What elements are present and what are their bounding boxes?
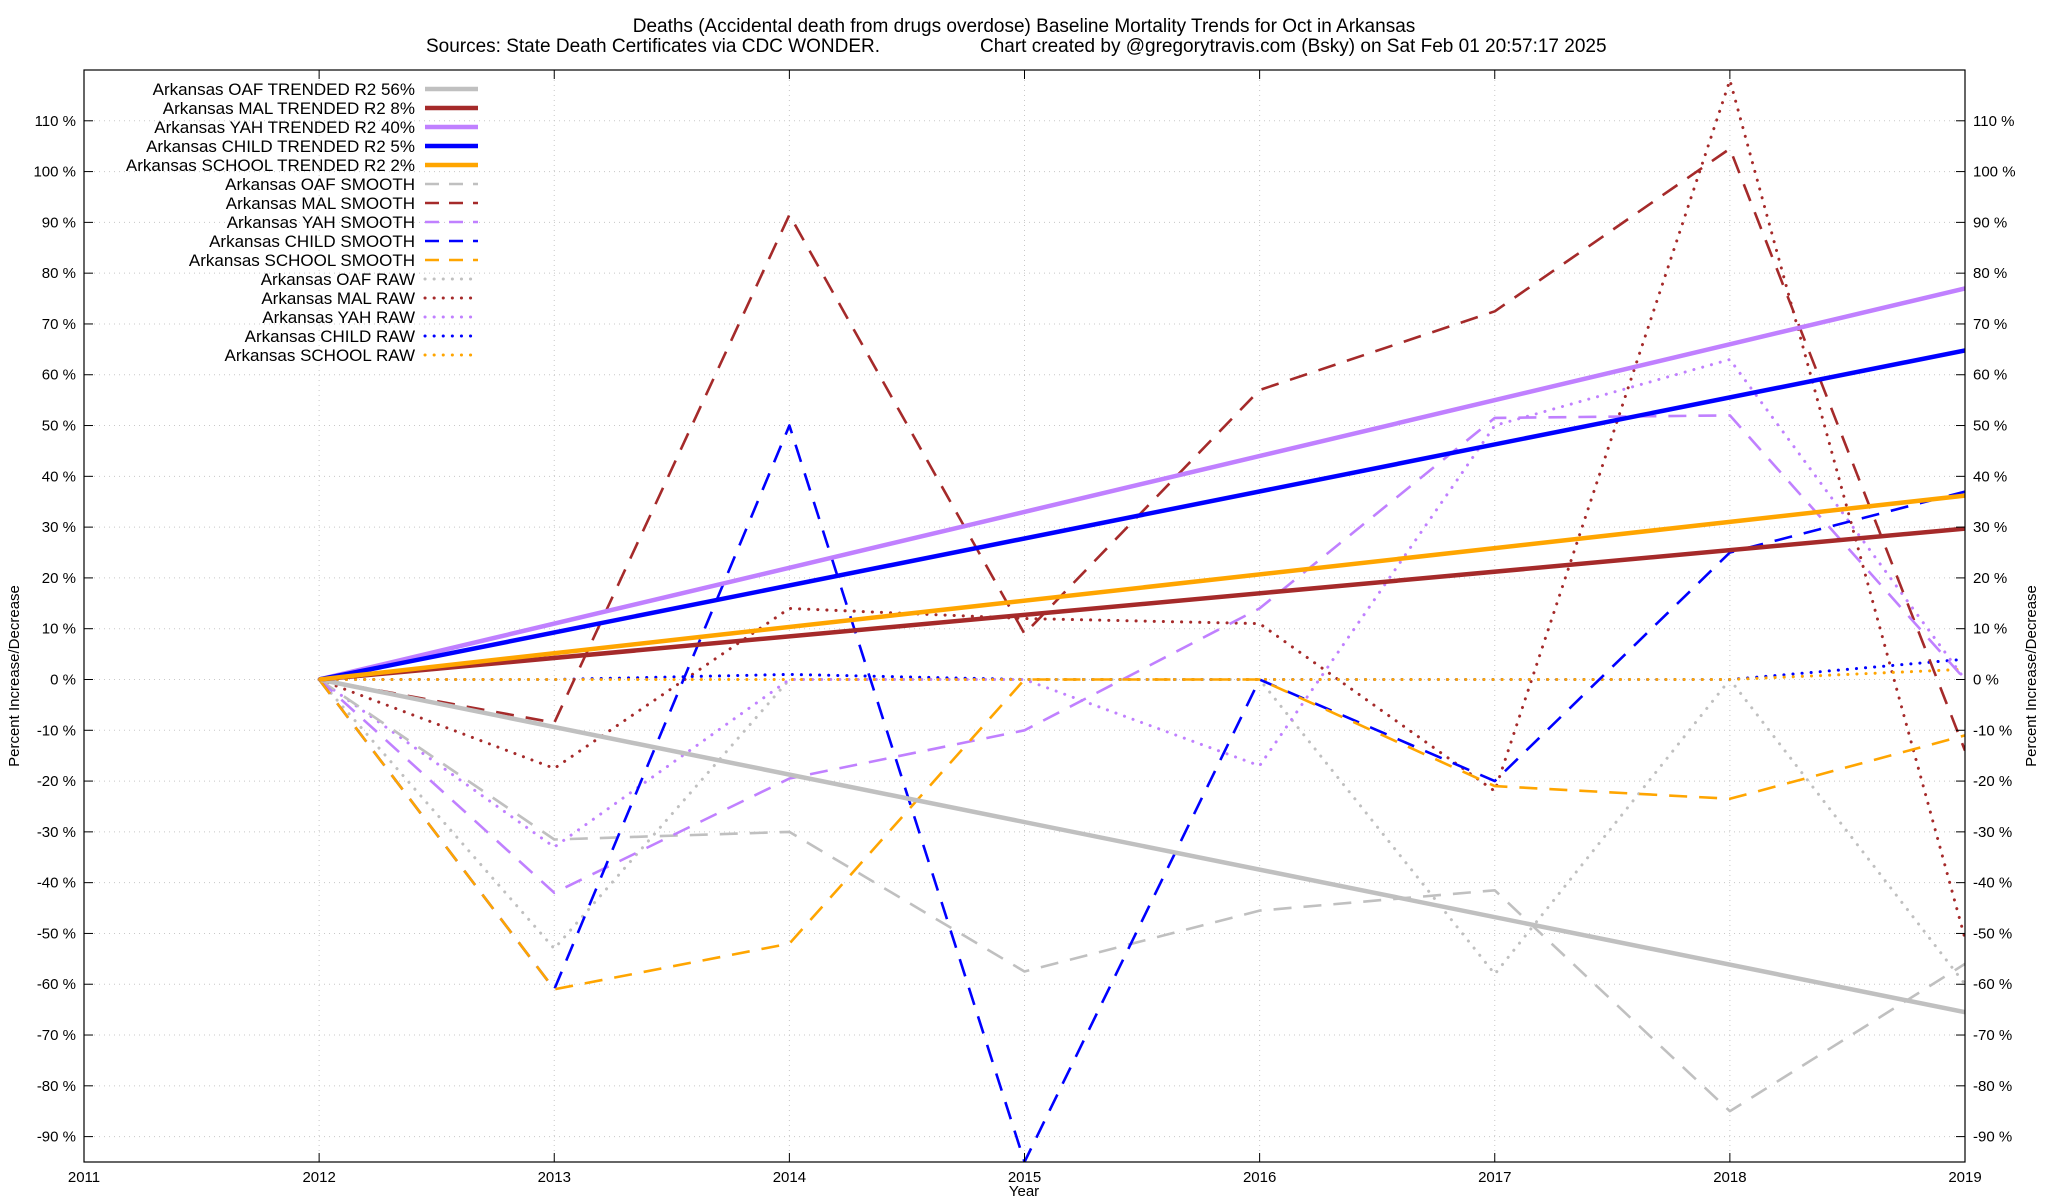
legend-label: Arkansas CHILD SMOOTH [209,232,415,251]
y-tick-label-right: 10 % [1973,621,2007,638]
y-tick-label-right: -10 % [1973,722,2012,739]
y-axis-label-left: Percent Increase/Decrease [6,585,23,767]
series-line-oaf-trend [318,677,1965,1015]
chart-subtitle-credit: Chart created by @gregorytravis.com (Bsk… [980,36,1607,57]
y-tick-label-left: 40 % [42,468,76,485]
y-tick-label-right: 40 % [1973,468,2007,485]
chart-subtitle-source: Sources: State Death Certificates via CD… [426,36,880,57]
y-tick-label-left: -20 % [37,773,76,790]
x-tick-label: 2018 [1713,1169,1746,1186]
legend-label: Arkansas CHILD TRENDED R2 5% [146,137,415,156]
legend-label: Arkansas OAF TRENDED R2 56% [153,80,415,99]
series-line-mal-raw [317,78,1965,940]
series-line-oaf-smooth [318,678,1965,1113]
series-line-yah-raw [317,358,1965,849]
x-tick-label: 2012 [302,1169,335,1186]
series-line-school-raw [317,667,1965,681]
y-tick-label-right: -50 % [1973,925,2012,942]
x-tick-label: 2015 [1008,1169,1041,1186]
series-line-school-trend [318,493,1965,682]
series-line-mal-trend [318,526,1965,682]
series-line-school-smooth [318,678,1965,991]
y-tick-label-left: 80 % [42,265,76,282]
x-tick-label: 2013 [538,1169,571,1186]
y-tick-label-right: -60 % [1973,976,2012,993]
series-line-oaf-raw [317,678,1965,986]
x-tick-label: 2019 [1948,1169,1981,1186]
y-tick-label-left: 110 % [35,113,76,130]
y-tick-label-left: 0 % [50,671,76,688]
y-tick-label-left: 50 % [42,418,76,435]
y-tick-label-left: 100 % [33,164,76,181]
y-tick-label-left: 20 % [42,570,76,587]
y-tick-label-left: -90 % [37,1129,76,1146]
legend-label: Arkansas SCHOOL TRENDED R2 2% [126,156,415,175]
series-line-child-smooth [318,424,1965,1162]
y-tick-label-right: -90 % [1973,1129,2012,1146]
axes: -90 % -90 % -80 % -80 % -70 % -70 % -60 % -60 %… [33,69,2016,1186]
legend-label: Arkansas YAH RAW [262,308,415,327]
y-tick-label-left: -70 % [37,1027,76,1044]
legend-label: Arkansas OAF SMOOTH [225,175,415,194]
legend-label: Arkansas YAH SMOOTH [227,213,415,232]
y-tick-label-right: 110 % [1973,113,2014,130]
y-tick-label-right: 70 % [1973,316,2007,333]
y-tick-label-left: -60 % [37,976,76,993]
series-line-yah-smooth [318,414,1965,895]
legend-label: Arkansas MAL TRENDED R2 8% [163,99,415,118]
legend-label: Arkansas SCHOOL SMOOTH [189,251,415,270]
y-tick-label-right: -20 % [1973,773,2012,790]
chart-title: Deaths (Accidental death from drugs over… [633,16,1416,37]
y-tick-label-left: -30 % [37,824,76,841]
legend-label: Arkansas CHILD RAW [245,327,415,346]
y-tick-label-right: 20 % [1973,570,2007,587]
legend-label: Arkansas MAL RAW [261,289,415,308]
y-tick-label-right: -30 % [1973,824,2012,841]
y-axis-label-right: Percent Increase/Decrease [2023,585,2040,767]
x-tick-label: 2017 [1478,1169,1511,1186]
legend-label: Arkansas OAF RAW [261,270,415,289]
x-axis-label: Year [1009,1183,1039,1200]
x-tick-label: 2016 [1243,1169,1276,1186]
legend-label: Arkansas YAH TRENDED R2 40% [154,118,415,137]
series-line-yah-trend [318,286,1965,682]
y-tick-label-right: 100 % [1973,164,2016,181]
y-tick-label-right: 50 % [1973,418,2007,435]
y-tick-label-right: 80 % [1973,265,2007,282]
y-tick-label-left: 90 % [42,214,76,231]
y-tick-label-right: -40 % [1973,875,2012,892]
y-tick-label-right: 30 % [1973,519,2007,536]
y-tick-label-right: 0 % [1973,671,1999,688]
y-tick-label-right: 60 % [1973,367,2007,384]
y-tick-label-left: -80 % [37,1078,76,1095]
x-tick-label: 2014 [773,1169,806,1186]
series-lines [317,78,1965,1162]
legend-label: Arkansas MAL SMOOTH [226,194,415,213]
y-tick-label-left: -10 % [37,722,76,739]
y-tick-label-left: -40 % [37,875,76,892]
y-tick-label-left: -50 % [37,925,76,942]
series-line-child-raw [317,657,1965,681]
x-tick-label: 2011 [68,1169,100,1186]
y-tick-label-left: 10 % [42,621,76,638]
y-tick-label-left: 60 % [42,367,76,384]
y-tick-label-left: 70 % [42,316,76,333]
y-tick-label-left: 30 % [42,519,76,536]
y-tick-label-right: 90 % [1973,214,2007,231]
legend-label: Arkansas SCHOOL RAW [224,346,415,365]
series-line-mal-smooth [318,147,1965,752]
legend: Arkansas OAF TRENDED R2 56%Arkansas MAL … [126,80,480,365]
grid [84,70,1965,1162]
y-tick-label-right: -80 % [1973,1078,2012,1095]
series-line-child-trend [318,348,1965,682]
y-tick-label-right: -70 % [1973,1027,2012,1044]
